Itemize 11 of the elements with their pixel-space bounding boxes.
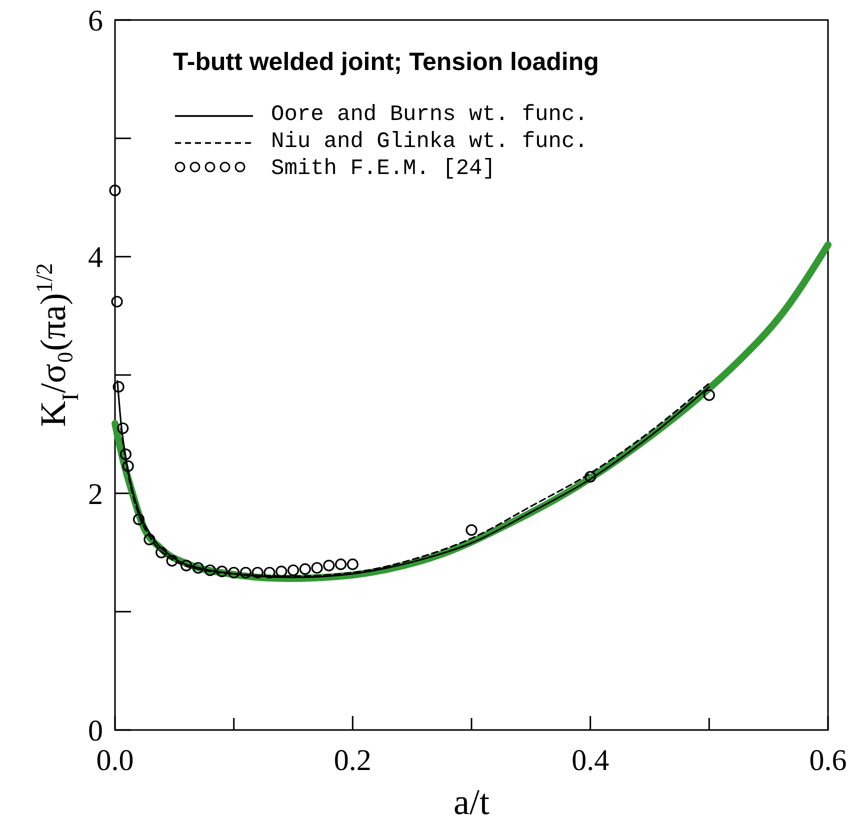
y-tick-label: 4 bbox=[88, 241, 103, 274]
legend-label: Niu and Glinka wt. func. bbox=[271, 129, 588, 154]
x-axis-title: a/t bbox=[454, 782, 490, 822]
y-tick-label: 6 bbox=[88, 4, 103, 38]
legend-label: Oore and Burns wt. func. bbox=[271, 102, 588, 127]
x-tick-label: 0.6 bbox=[809, 744, 847, 777]
x-tick-label: 0.4 bbox=[572, 744, 610, 777]
text: T-butt welded joint; Tension loading bbox=[173, 48, 599, 76]
legend-label: Smith F.E.M. [24] bbox=[271, 156, 496, 181]
x-tick-label: 0.2 bbox=[334, 744, 372, 777]
y-tick-label: 2 bbox=[88, 478, 103, 511]
